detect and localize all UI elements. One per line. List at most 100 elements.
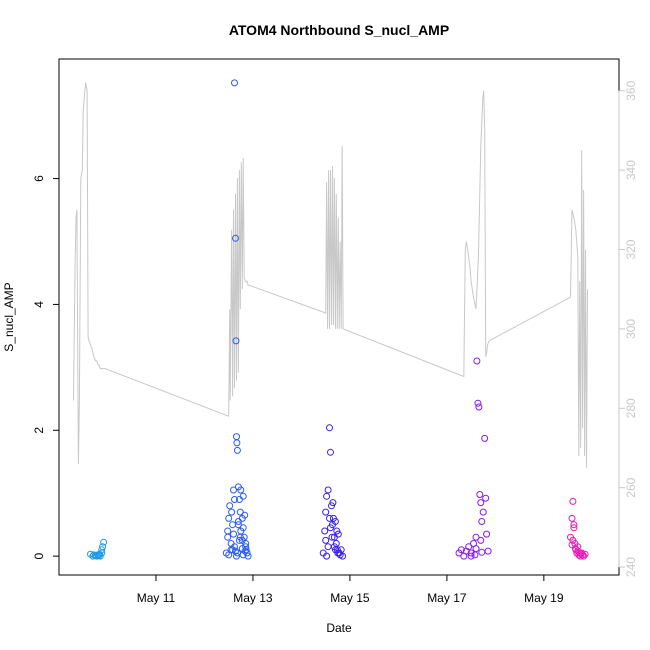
data-point-3-15 (481, 434, 489, 442)
data-point-3-1 (457, 546, 465, 554)
data-point-4-17 (577, 550, 585, 558)
x-tick-label: May 17 (427, 591, 467, 605)
x-tick-label: May 19 (524, 591, 564, 605)
data-point-1-35 (229, 546, 237, 554)
data-point-2-27 (328, 533, 336, 541)
data-point-2-1 (321, 527, 329, 535)
data-point-2-6 (327, 448, 334, 456)
data-point-1-20 (242, 543, 250, 551)
data-point-2-25 (323, 552, 331, 560)
data-point-3-18 (484, 547, 492, 555)
data-point-1-1 (224, 533, 232, 541)
data-point-2-7 (328, 502, 335, 510)
data-point-3-13 (478, 518, 486, 525)
data-point-1-6 (230, 486, 237, 494)
data-point-2-22 (329, 499, 337, 507)
data-point-0-10 (100, 538, 108, 546)
data-point-2-18 (339, 552, 347, 560)
data-point-2-28 (330, 543, 338, 551)
data-point-3-12 (477, 499, 485, 507)
data-point-1-22 (244, 552, 252, 560)
data-point-1-39 (239, 551, 247, 559)
data-point-1-43 (231, 496, 238, 503)
data-point-4-18 (568, 541, 576, 549)
data-point-3-4 (465, 543, 473, 551)
data-point-3-16 (482, 494, 490, 502)
data-point-2-19 (322, 536, 330, 544)
data-point-1-5 (229, 521, 237, 529)
data-point-3-8 (473, 357, 481, 365)
data-point-3-9 (474, 399, 482, 407)
data-point-4-14 (569, 536, 577, 544)
data-point-1-11 (233, 439, 241, 447)
data-point-1-46 (241, 547, 249, 555)
data-point-2-21 (327, 524, 334, 532)
data-point-2-29 (333, 527, 341, 535)
data-point-2-3 (323, 492, 331, 500)
data-point-1-28 (235, 536, 243, 544)
data-point-3-21 (477, 536, 485, 544)
y-axis-right: 240 260 280 300 320 340 360 (618, 80, 638, 577)
chart-title: ATOM4 Northbound S_nucl_AMP (229, 22, 449, 38)
y-axis-left: 0 2 4 6 (32, 175, 60, 559)
data-point-1-32 (241, 511, 249, 519)
y2-tick-label: 280 (624, 398, 638, 418)
y-tick-label: 2 (32, 427, 46, 434)
data-point-2-4 (324, 486, 332, 494)
data-point-4-3 (570, 521, 578, 529)
x-tick-label: May 15 (330, 591, 370, 605)
x-tick-label: May 13 (233, 591, 273, 605)
data-point-1-21 (243, 549, 251, 557)
data-point-3-5 (467, 549, 475, 557)
data-point-1-24 (230, 530, 237, 538)
data-point-3-10 (475, 403, 483, 411)
y-tick-label: 4 (32, 301, 46, 308)
y2-tick-label: 260 (624, 477, 638, 497)
data-point-3-22 (471, 551, 479, 559)
data-point-2-11 (331, 518, 339, 525)
series-layer (73, 79, 589, 560)
data-point-1-36 (233, 552, 240, 560)
data-point-0-8 (98, 546, 106, 554)
y2-tick-label: 340 (624, 160, 638, 180)
data-point-1-9 (232, 337, 240, 345)
x-axis: May 11 May 13 May 15 May 17 May 19 (137, 574, 564, 605)
x-axis-label: Date (326, 621, 352, 635)
data-point-3-19 (467, 552, 475, 560)
data-point-1-10 (233, 433, 240, 441)
data-point-4-13 (581, 550, 589, 558)
data-point-3-23 (478, 548, 486, 556)
data-point-2-5 (326, 424, 333, 432)
data-point-1-2 (225, 514, 233, 522)
data-point-4-19 (570, 524, 578, 532)
data-point-1-8 (232, 234, 239, 242)
data-point-1-45 (238, 536, 246, 544)
data-point-2-20 (324, 543, 332, 551)
data-point-0-12 (98, 549, 106, 557)
data-point-1-27 (234, 518, 242, 525)
data-point-2-26 (326, 514, 333, 522)
y2-tick-label: 300 (624, 319, 638, 339)
y2-tick-label: 360 (624, 80, 638, 100)
data-point-4-2 (569, 497, 577, 505)
data-point-1-34 (225, 551, 233, 559)
data-point-1-3 (226, 502, 234, 510)
y-tick-label: 6 (32, 175, 46, 182)
data-point-2-2 (322, 508, 330, 516)
data-point-3-17 (483, 530, 491, 538)
data-point-3-11 (476, 491, 484, 498)
y-tick-label: 0 (32, 552, 46, 559)
x-tick-label: May 11 (137, 591, 176, 605)
y-axis-label: S_nucl_AMP (2, 282, 16, 351)
data-point-3-20 (472, 545, 480, 553)
data-point-1-44 (234, 521, 242, 529)
data-point-1-12 (233, 446, 241, 454)
data-point-4-1 (568, 514, 576, 522)
line-series-right (73, 82, 588, 468)
data-point-1-41 (224, 527, 232, 535)
data-point-1-16 (237, 486, 245, 494)
y2-tick-label: 240 (624, 557, 638, 577)
y2-tick-label: 320 (624, 239, 638, 259)
data-point-3-14 (479, 508, 487, 516)
data-point-1-7 (231, 79, 238, 87)
